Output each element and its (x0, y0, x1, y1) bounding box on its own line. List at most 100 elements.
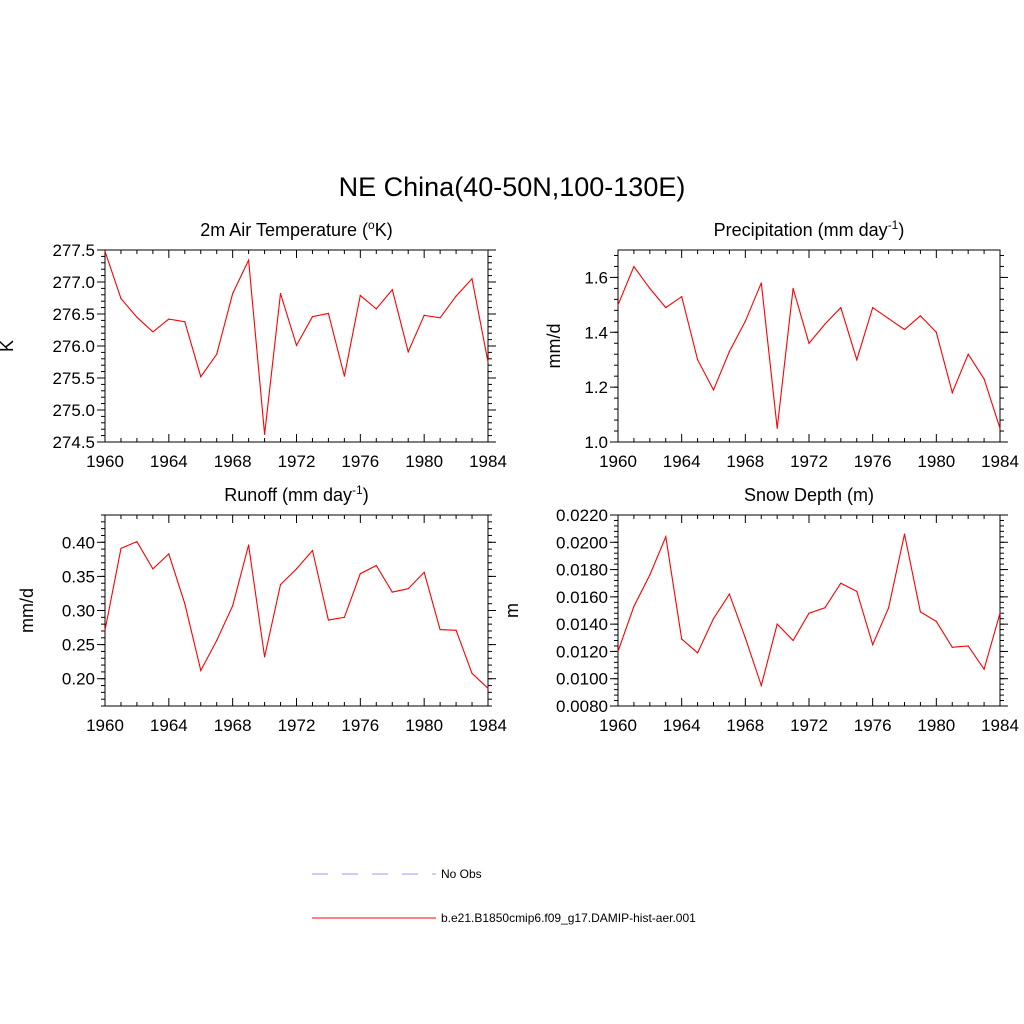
air-temperature-data-point (439, 317, 441, 319)
air-temperature-title-text: 2m Air Temperature ( (200, 220, 368, 240)
snow-depth-data-point (633, 605, 635, 608)
precipitation-frame (617, 249, 1001, 443)
air-temperature-data-point (471, 278, 473, 280)
runoff-data-point (407, 588, 409, 590)
snow-depth-xtick-label: 1968 (726, 716, 764, 735)
snow-depth-ytick-label: 0.0160 (556, 588, 608, 607)
air-temperature-xtick-label: 1976 (341, 452, 379, 471)
runoff-title: Runoff (mm day-1) (224, 483, 368, 505)
snow-depth-panel: Snow Depth (m) 1960 1964 1968 1972 1976 1980 19… (502, 485, 1019, 735)
snow-depth-data-point (935, 620, 937, 623)
runoff-data-point (216, 639, 218, 642)
air-temperature-xtick-label: 1980 (405, 452, 443, 471)
air-temperature-data-point (263, 433, 266, 435)
snow-depth-data-point (649, 574, 651, 576)
runoff-data-point (359, 573, 361, 575)
runoff-title-superscript: -1 (352, 483, 363, 497)
snow-depth-data-point (951, 646, 953, 648)
air-temperature-xtick-label: 1984 (469, 452, 507, 471)
air-temperature-data-point (455, 295, 457, 297)
snow-depth-data-point (696, 652, 699, 654)
snow-depth-ytick-label: 0.0120 (556, 642, 608, 661)
runoff-data-point (200, 669, 202, 672)
air-temperature-xtick-label: 1964 (150, 452, 188, 471)
runoff-data-point (120, 547, 122, 550)
air-temperature-ylabel: K (0, 340, 17, 352)
air-temperature-data-point (311, 315, 314, 318)
snow-depth-ytick-label: 0.0080 (556, 697, 608, 716)
legend-label-1: No Obs (441, 867, 482, 881)
air-temperature-data-point (152, 331, 154, 333)
precipitation-xtick-label: 1976 (854, 452, 892, 471)
runoff-ytick-label: 0.20 (62, 670, 95, 689)
snow-depth-data-point (824, 607, 826, 609)
runoff-ytick-label: 0.25 (62, 636, 95, 655)
air-temperature-data-point (232, 292, 234, 295)
snow-depth-data-point (792, 639, 794, 642)
snow-depth-title: Snow Depth (m) (744, 485, 874, 505)
precipitation-data-point (919, 315, 922, 317)
runoff-xtick-label: 1964 (150, 716, 188, 735)
precipitation-data-point (887, 317, 890, 320)
runoff-data-point (295, 568, 298, 570)
precipitation-xtick-label: 1980 (917, 452, 955, 471)
snow-depth-series-line (617, 533, 1001, 688)
precipitation-ytick-label: 1.0 (584, 433, 608, 452)
snow-depth-data-point (760, 684, 762, 687)
precipitation-data-point (649, 287, 651, 289)
snow-depth-data-point (808, 612, 810, 614)
snow-depth-data-point (617, 650, 619, 653)
runoff-data-point (152, 568, 154, 570)
runoff-frame (104, 514, 489, 707)
runoff-xtick-label: 1960 (86, 716, 124, 735)
snow-depth-data-point (840, 582, 842, 584)
precipitation-data-point (824, 323, 826, 325)
air-temperature-data-point (487, 361, 489, 363)
snow-depth-xtick-label: 1960 (599, 716, 637, 735)
precipitation-data-point (744, 320, 746, 322)
legend: No Obs b.e21.B1850cmip6.f09_g17.DAMIP-his… (312, 867, 696, 925)
snow-depth-ytick-label: 0.0100 (556, 670, 608, 689)
snow-depth-frame (617, 514, 1001, 707)
air-temperature-ytick-label: 276.0 (52, 337, 95, 356)
air-temperature-title-suffix: K) (375, 220, 393, 240)
runoff-xtick-label: 1980 (405, 716, 443, 735)
snow-depth-data-point (728, 593, 731, 595)
snow-depth-data-point (681, 638, 683, 640)
precipitation-data-point (760, 282, 762, 284)
precipitation-data-point (903, 328, 906, 331)
runoff-data-point (279, 583, 282, 586)
snow-depth-data-point (744, 637, 746, 639)
precipitation-data-point (856, 359, 858, 361)
runoff-xtick-label: 1972 (278, 716, 316, 735)
runoff-data-point (423, 571, 425, 573)
air-temperature-data-point (184, 321, 186, 323)
runoff-ytick-label: 0.30 (62, 602, 95, 621)
runoff-ylabel: mm/d (17, 588, 37, 633)
runoff-title-suffix: ) (363, 485, 369, 505)
precipitation-title-suffix: ) (898, 220, 904, 240)
precipitation-data-point (872, 307, 874, 309)
air-temperature-data-point (248, 259, 250, 261)
precipitation-panel: Precipitation (mm day-1) 1960 1964 1968 1972… (544, 218, 1019, 471)
snow-depth-xtick-label: 1976 (854, 716, 892, 735)
snow-depth-data-point (999, 612, 1001, 614)
runoff-panel: Runoff (mm day-1) 1960 1964 1968 1972 1976 198… (17, 483, 507, 735)
air-temperature-data-point (327, 312, 330, 314)
precipitation-data-point (999, 427, 1001, 429)
panels-group: 2m Air Temperature (oK)1960 1964 1968 1972 1… (0, 218, 1019, 735)
snow-depth-xtick-label: 1964 (663, 716, 701, 735)
precipitation-ytick-label: 1.4 (584, 323, 608, 342)
runoff-data-point (487, 687, 489, 689)
precipitation-data-point (967, 353, 969, 355)
precipitation-series-line (617, 265, 1001, 429)
air-temperature-data-point (295, 344, 298, 346)
precipitation-data-point (935, 331, 937, 333)
precipitation-data-point (696, 359, 699, 361)
snow-depth-data-point (903, 533, 906, 535)
snow-depth-ytick-label: 0.0180 (556, 561, 608, 580)
precipitation-data-point (840, 307, 842, 309)
runoff-data-point (327, 619, 330, 621)
runoff-data-point (248, 544, 250, 546)
